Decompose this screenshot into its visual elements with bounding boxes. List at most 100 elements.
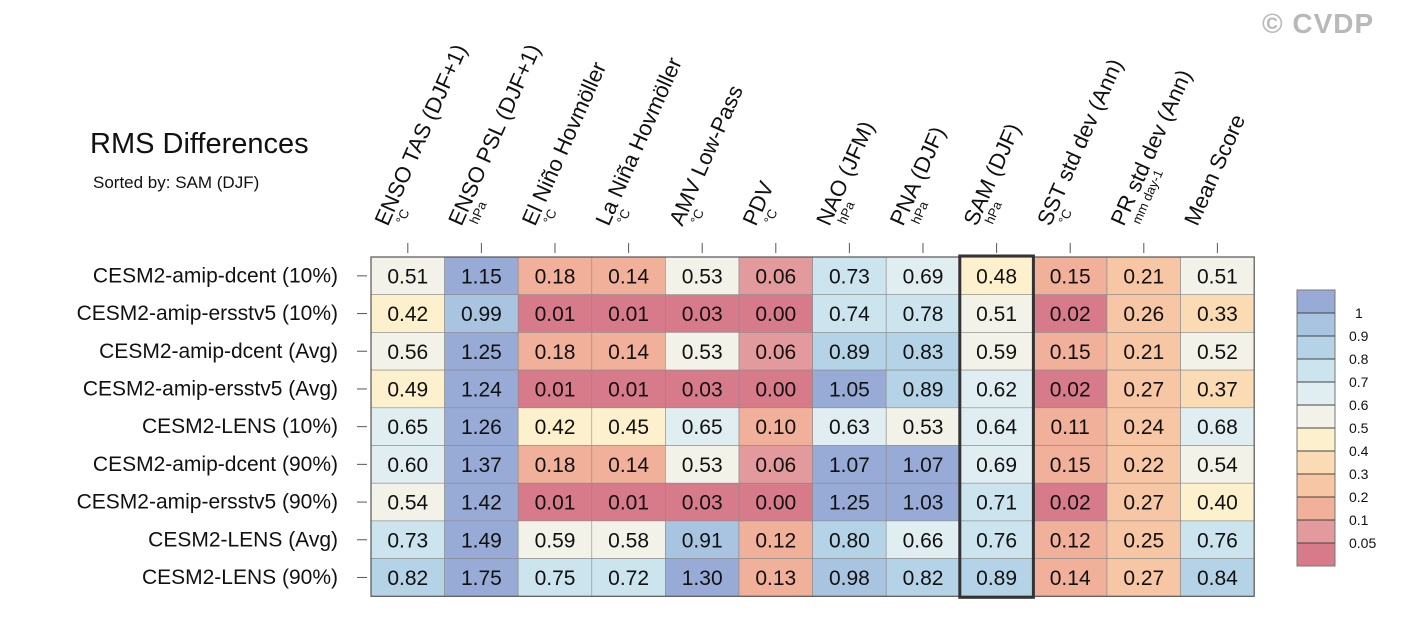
column-unit-label: °C (761, 207, 781, 226)
cell-value-label: 0.89 (903, 378, 944, 401)
cell-value-label: 0.14 (1050, 567, 1091, 590)
cell-value-label: 0.62 (976, 378, 1017, 401)
cell-value-label: 0.11 (1051, 416, 1090, 439)
heatmap-cell (738, 520, 813, 559)
cell-value-label: 0.65 (387, 416, 428, 439)
heatmap-cell (370, 482, 445, 522)
heatmap-cell (370, 294, 445, 333)
heatmap-cell (812, 445, 887, 484)
cell-value-label: 0.75 (535, 567, 576, 590)
cell-value-label: 0.40 (1197, 492, 1238, 515)
column-unit-label: °C (687, 207, 707, 226)
heatmap-cell (885, 558, 961, 597)
cell-value-label: 0.82 (903, 567, 944, 590)
heatmap-cell (665, 294, 740, 333)
cell-value-label: 0.27 (1123, 567, 1164, 590)
colorbar-segment (1297, 359, 1335, 382)
cell-value-label: 0.18 (535, 265, 576, 288)
cell-value-label: 0.01 (535, 303, 576, 326)
cell-value-label: 1.49 (461, 529, 502, 552)
cell-value-label: 1.05 (829, 378, 870, 401)
cell-value-label: 0.10 (755, 416, 796, 439)
cell-value-label: 0.06 (755, 341, 796, 364)
chart-title: RMS Differences (90, 128, 309, 160)
cell-value-label: 0.14 (608, 454, 649, 477)
heatmap-cell (1180, 256, 1255, 296)
heatmap-cell (738, 369, 813, 409)
heatmap-cell (517, 332, 593, 371)
cell-value-label: 1.25 (461, 341, 502, 364)
heatmap-cell (959, 520, 1034, 559)
cell-value-label: 0.98 (829, 567, 870, 590)
cell-value-label: 0.02 (1050, 303, 1091, 326)
chart-subtitle: Sorted by: SAM (DJF) (93, 173, 260, 192)
heatmap-cell (370, 332, 445, 371)
cell-value-label: 0.54 (1197, 454, 1238, 477)
heatmap-cell (591, 558, 666, 597)
cell-value-label: 0.53 (682, 265, 723, 288)
row-label: CESM2-LENS (10%) (142, 415, 338, 438)
cell-value-label: 0.65 (682, 416, 723, 439)
cell-value-label: 0.60 (387, 454, 428, 477)
cell-value-label: 0.72 (608, 567, 649, 590)
colorbar-tick-label: 0.05 (1349, 535, 1376, 551)
cell-value-label: 0.73 (829, 265, 870, 288)
heatmap-cell (665, 520, 740, 559)
cell-value-label: 0.64 (976, 416, 1017, 439)
cell-value-label: 1.26 (461, 416, 502, 439)
colorbar-segment (1297, 428, 1335, 451)
cell-value-label: 0.48 (976, 265, 1017, 288)
heatmap-cell (444, 482, 519, 522)
heatmap-cell (591, 482, 666, 522)
cell-value-label: 0.76 (976, 529, 1017, 552)
cell-value-label: 0.21 (1123, 265, 1164, 288)
heatmap-cell (665, 407, 740, 446)
cell-value-label: 0.06 (755, 454, 796, 477)
cell-value-label: 0.56 (387, 341, 428, 364)
cell-value-label: 1.42 (461, 492, 502, 515)
cell-value-label: 0.26 (1123, 303, 1164, 326)
cell-value-label: 1.07 (829, 454, 870, 477)
cell-value-label: 0.42 (387, 303, 428, 326)
row-label: CESM2-amip-ersstv5 (Avg) (83, 377, 338, 400)
cell-value-label: 0.01 (535, 492, 576, 515)
heatmap-cell (591, 520, 666, 559)
colorbar-tick-label: 0.6 (1349, 397, 1369, 413)
heatmap-cell (665, 558, 740, 597)
heatmap-cell (1180, 482, 1255, 522)
heatmap-cell (812, 332, 887, 371)
cell-value-label: 1.03 (903, 492, 944, 515)
heatmap-cell (1033, 332, 1108, 371)
cell-value-label: 0.52 (1197, 341, 1238, 364)
cell-value-label: 0.51 (387, 265, 428, 288)
colorbar-segment (1297, 405, 1335, 428)
cell-value-label: 0.15 (1050, 341, 1091, 364)
row-label: CESM2-LENS (Avg) (148, 528, 338, 551)
colorbar-tick-label: 0.8 (1349, 351, 1369, 367)
cell-value-label: 0.00 (755, 303, 796, 326)
heatmap-cell (885, 482, 961, 522)
heatmap-cell (1033, 407, 1108, 446)
cell-value-label: 0.12 (755, 529, 796, 552)
cell-value-label: 0.25 (1123, 529, 1164, 552)
column-label: AMV Low-Pass (664, 81, 748, 229)
cell-value-label: 0.33 (1197, 303, 1238, 326)
cell-value-label: 0.12 (1050, 529, 1091, 552)
cell-value-label: 0.15 (1050, 265, 1091, 288)
cell-value-label: 0.69 (903, 265, 944, 288)
cell-value-label: 0.51 (1197, 265, 1238, 288)
heatmap-cell (444, 369, 519, 409)
heatmap-cell (812, 369, 887, 409)
grid-border (370, 256, 1255, 597)
heatmap-cell (1106, 256, 1181, 296)
heatmap-cell (812, 520, 887, 559)
cell-value-label: 0.99 (461, 303, 502, 326)
sorted-column-highlight (958, 254, 1035, 599)
cell-value-label: 0.02 (1050, 492, 1091, 515)
cell-value-label: 0.42 (535, 416, 576, 439)
cell-value-label: 1.75 (461, 567, 502, 590)
cell-value-label: 0.82 (387, 567, 428, 590)
column-unit-label: °C (614, 207, 634, 226)
cell-value-label: 0.53 (903, 416, 944, 439)
row-label: CESM2-amip-ersstv5 (10%) (77, 302, 338, 325)
